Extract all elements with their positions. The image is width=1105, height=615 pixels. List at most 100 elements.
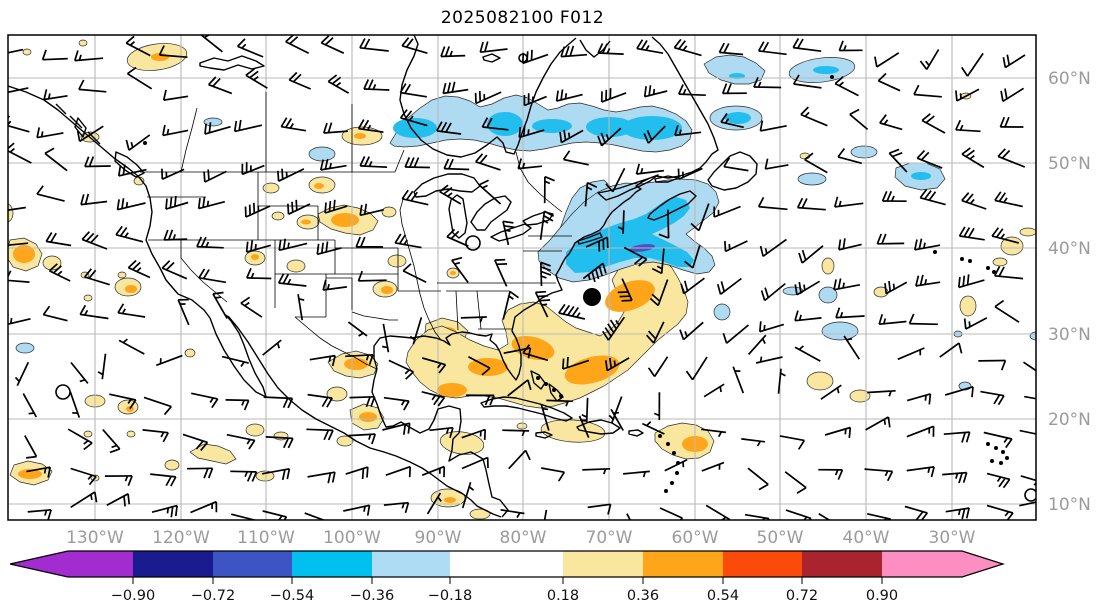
wind-barb: [182, 433, 209, 451]
wind-barb: [309, 354, 336, 367]
wind-barb: [14, 361, 30, 386]
wind-barb: [307, 393, 333, 408]
island-outline: [577, 232, 603, 245]
small-island-dot: [990, 459, 994, 463]
wind-barb: [115, 225, 144, 243]
contour-patch: [703, 54, 766, 85]
contour-patch: [1000, 236, 1024, 256]
wind-barb: [833, 278, 861, 291]
wind-barb: [543, 175, 555, 204]
wind-barb: [348, 433, 377, 445]
contour-patch: [359, 412, 377, 422]
wind-barb: [67, 428, 93, 451]
wind-barb: [878, 313, 907, 326]
wind-barb: [838, 40, 863, 52]
wind-barb: [958, 226, 985, 241]
wind-barb: [818, 468, 844, 480]
wind-barb: [142, 429, 169, 443]
wind-barb: [957, 274, 985, 289]
contour-patch: [262, 182, 280, 194]
contour-patch: [125, 285, 137, 293]
wind-barb: [943, 431, 971, 443]
wind-barb: [225, 399, 250, 411]
wind-barb: [724, 240, 748, 253]
wind-barb: [539, 261, 552, 287]
contour-patch: [992, 257, 1008, 267]
wind-barb: [262, 339, 282, 356]
wind-barb: [106, 493, 131, 507]
wind-barb: [540, 404, 550, 431]
contour-patch: [308, 146, 336, 162]
wind-barb: [163, 229, 188, 241]
longitude-label: 60°W: [672, 528, 719, 548]
contour-patch: [286, 259, 306, 273]
colorbar-segment: [563, 551, 643, 577]
colorbar-tick-label: −0.36: [350, 588, 394, 604]
wind-barb: [522, 344, 549, 362]
small-island-dot: [536, 376, 540, 380]
wind-barb: [285, 35, 310, 54]
wind-barb: [757, 41, 787, 56]
wind-barb: [162, 124, 189, 137]
wind-barb: [1024, 395, 1036, 400]
wind-barb: [156, 354, 183, 367]
border-line: [180, 107, 198, 173]
calm-circle-marker: [518, 53, 528, 63]
wind-barb: [439, 184, 462, 205]
coastline: [209, 314, 267, 398]
island-outline: [530, 370, 546, 390]
contour-patch: [813, 66, 839, 74]
wind-barb: [617, 278, 633, 302]
wind-barb: [626, 513, 632, 520]
wind-barb: [443, 158, 470, 171]
colorbar-right-arrow: [962, 551, 1003, 577]
contour-patch: [203, 117, 223, 127]
wind-barb: [84, 268, 110, 286]
wind-barb: [394, 233, 422, 249]
wind-barb: [359, 156, 388, 169]
wind-barb: [961, 147, 985, 169]
wind-barb: [70, 361, 89, 384]
latitude-label: 50°N: [1048, 154, 1091, 174]
wind-barb: [280, 117, 307, 132]
coastlines: [8, 35, 758, 518]
wind-barb: [436, 121, 462, 135]
wind-barb: [399, 109, 428, 127]
wind-barb: [753, 76, 782, 89]
longitude-label: 30°W: [929, 528, 976, 548]
contour-patch: [184, 348, 196, 358]
wind-barb: [653, 392, 661, 421]
wind-barb: [942, 471, 968, 484]
latitude-label: 60°N: [1048, 69, 1091, 89]
longitude-label: 110°W: [237, 528, 295, 548]
colorbar: −0.90 −0.72 −0.54 −0.36 −0.18 0.18 0.36 0.54 0.7…: [9, 550, 1005, 604]
wind-barb: [1019, 429, 1036, 435]
wind-barb: [460, 316, 487, 323]
wind-barb: [597, 127, 622, 147]
wind-barb: [960, 52, 984, 77]
wind-barb: [507, 379, 532, 397]
wind-barb: [623, 246, 648, 267]
wind-barb: [867, 389, 896, 397]
wind-barb: [906, 466, 935, 478]
wind-barb: [539, 210, 555, 240]
wind-barb: [236, 38, 264, 58]
wind-barb: [755, 356, 783, 364]
wind-barb: [278, 238, 308, 252]
wind-barb: [703, 383, 725, 398]
wind-barb: [502, 429, 530, 437]
wind-barb: [161, 168, 185, 180]
small-island-dot: [672, 451, 676, 455]
wind-barb: [43, 89, 68, 101]
wind-barb: [241, 162, 265, 176]
colorbar-outline: [9, 550, 1005, 578]
small-island-dot: [830, 75, 834, 79]
wind-barb: [357, 270, 387, 282]
wind-barb: [221, 355, 249, 367]
contour-patch: [959, 295, 977, 317]
colorbar-segment: [213, 551, 292, 577]
wind-barb: [939, 342, 963, 358]
wind-barb: [158, 45, 188, 59]
small-island-dot: [1001, 450, 1005, 454]
wind-barb: [818, 512, 831, 520]
